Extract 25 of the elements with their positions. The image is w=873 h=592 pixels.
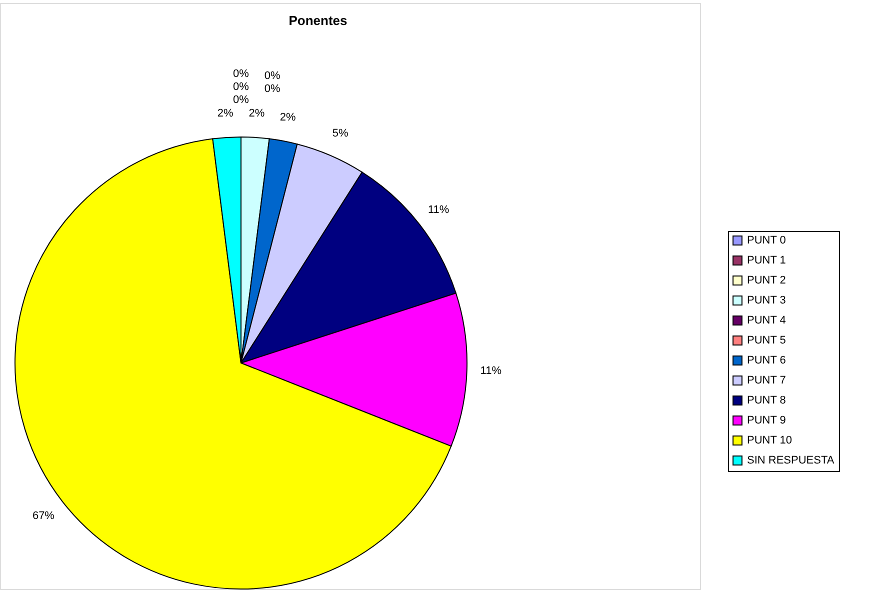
legend-label: PUNT 7 [747,374,786,386]
data-label: 67% [32,510,55,522]
data-label: 11% [428,204,450,216]
data-label: 11% [480,364,502,377]
legend-label: PUNT 0 [747,234,786,246]
legend-label: PUNT 9 [747,414,786,426]
legend-label: PUNT 5 [747,334,786,346]
legend-label: PUNT 2 [747,274,786,286]
data-label: 2% [280,111,296,124]
data-label: 5% [332,128,348,140]
text: 0% [233,94,249,106]
legend-label: PUNT 10 [747,434,792,446]
legend-label: PUNT 1 [747,254,786,266]
legend-label: PUNT 3 [747,294,786,306]
legend-label: PUNT 4 [747,314,786,326]
legend-label: SIN RESPUESTA [747,454,835,466]
text: 0% [264,82,280,95]
legend-label: PUNT 8 [747,394,786,406]
chart-title: Ponentes [288,13,348,28]
data-label: 2% [217,107,234,120]
text: 0% [233,68,249,80]
text: 0% [233,81,249,93]
text: 0% [264,70,280,82]
legend-label: PUNT 6 [747,354,786,366]
data-label: 2% [248,107,265,120]
